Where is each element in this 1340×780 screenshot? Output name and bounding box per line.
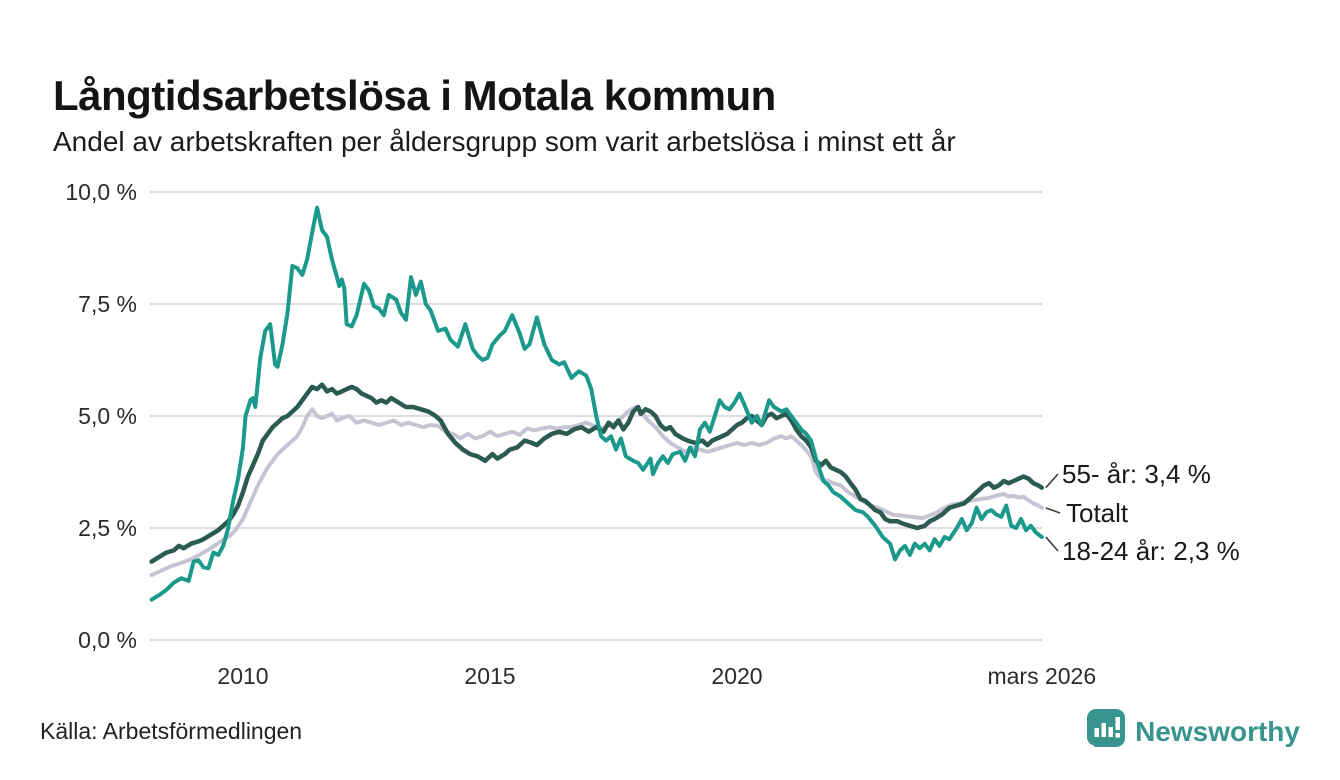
x-tick-label: mars 2026 [987,663,1097,689]
chart-subtitle: Andel av arbetskraften per åldersgrupp s… [53,126,956,157]
y-tick-label: 0,0 % [78,627,137,653]
end-label-55-r: 55- år: 3,4 % [1062,459,1211,489]
newsworthy-brand: Newsworthy [1085,708,1300,755]
x-tick-label: 2020 [711,663,763,689]
series-line-55-r [149,382,1045,564]
end-label-18-24-r: 18-24 år: 2,3 % [1062,536,1240,566]
label-connector [1045,507,1061,514]
y-tick-label: 2,5 % [78,515,137,541]
newsworthy-logo-icon [1087,709,1126,753]
y-tick-label: 10,0 % [65,179,137,205]
x-tick-label: 2015 [464,663,516,689]
series-line-18-24-r [149,205,1044,602]
source-note: Källa: Arbetsförmedlingen [40,718,303,744]
y-tick-label: 7,5 % [78,291,137,317]
end-label-totalt: Totalt [1066,498,1129,528]
label-connector [1045,473,1059,489]
label-connector [1045,536,1059,552]
x-tick-label: 2010 [217,663,269,689]
newsworthy-logo-text: Newsworthy [1135,715,1300,747]
page-title: Långtidsarbetslösa i Motala kommun [53,72,776,120]
y-tick-label: 5,0 % [78,403,137,429]
